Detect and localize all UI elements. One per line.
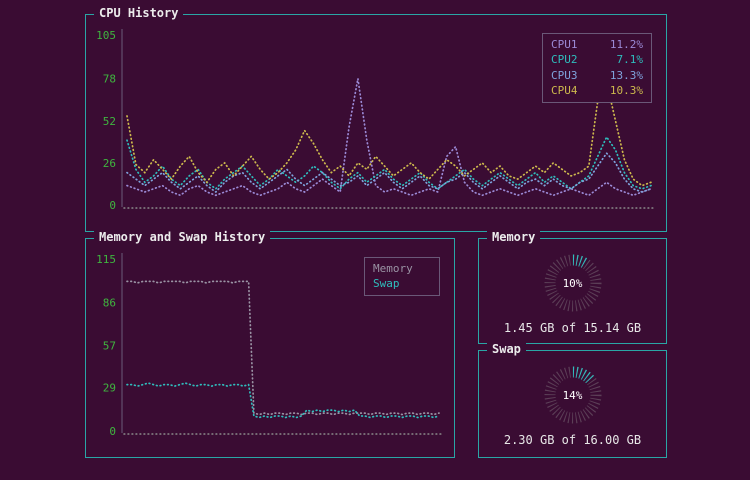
svg-text:29: 29 — [103, 382, 116, 395]
cpu4-legend-value: 10.3% — [609, 84, 643, 98]
cpu3-legend-label: CPU3 — [551, 68, 578, 82]
svg-text:105: 105 — [96, 29, 116, 42]
cpu3-legend-value: 13.3% — [609, 68, 643, 82]
swap-donut-chart — [544, 366, 601, 424]
memory-legend-row: Memory — [373, 261, 431, 276]
cpu-legend-row: CPU4 10.3% — [551, 83, 643, 98]
cpu2-legend-label: CPU2 — [551, 53, 578, 67]
memory-detail: 1.45 GB of 15.14 GB — [503, 321, 642, 335]
cpu-legend-row: CPU3 13.3% — [551, 68, 643, 83]
swap-title: Swap — [487, 342, 526, 356]
memory-gauge: 10% 1.45 GB of 15.14 GB — [479, 239, 666, 335]
cpu-history-chart: 0 26 52 78 105 — [96, 29, 657, 212]
cpu4-legend-label: CPU4 — [551, 84, 578, 98]
svg-text:0: 0 — [109, 199, 116, 212]
memory-swap-history-panel: Memory and Swap History Memory Swap 0 29 5… — [85, 230, 455, 458]
memory-percent: 10% — [562, 276, 583, 290]
cpu1-legend-value: 11.2% — [609, 38, 643, 51]
cpu1-legend-label: CPU1 — [551, 38, 578, 51]
memory-swap-legend: Memory Swap — [364, 257, 440, 296]
memory-panel: Memory 10% 1.45 GB of 15.14 GB — [478, 230, 667, 344]
swap-panel: Swap 14% 2.30 GB of 16.00 GB — [478, 342, 667, 458]
memory-donut-chart — [544, 254, 601, 312]
swap-gauge: 14% 2.30 GB of 16.00 GB — [479, 351, 666, 447]
memory-swap-history-title: Memory and Swap History — [94, 230, 271, 244]
swap-detail: 2.30 GB of 16.00 GB — [503, 433, 642, 447]
svg-text:86: 86 — [103, 296, 116, 309]
cpu-legend-row: CPU1 11.2% — [551, 37, 643, 52]
svg-text:78: 78 — [103, 73, 116, 86]
cpu-legend-row: CPU2 7.1% — [551, 52, 643, 67]
cpu-history-title: CPU History — [94, 6, 184, 20]
svg-text:57: 57 — [103, 340, 116, 353]
cpu2-legend-value: 7.1% — [616, 53, 644, 67]
svg-text:0: 0 — [109, 425, 116, 438]
svg-text:52: 52 — [103, 115, 116, 128]
svg-text:115: 115 — [96, 253, 116, 266]
swap-percent: 14% — [562, 388, 583, 402]
memory-swap-history-chart: 0 29 57 86 115 — [96, 253, 445, 438]
memory-title: Memory — [487, 230, 541, 244]
cpu-history-panel: CPU History CPU1 11.2% CPU2 7.1% CPU3 13… — [85, 6, 667, 232]
memory-donut-wrap: 10% — [542, 252, 604, 314]
swap-donut-wrap: 14% — [542, 364, 604, 426]
memory-legend-label: Memory — [373, 262, 413, 275]
svg-text:26: 26 — [103, 157, 116, 170]
swap-legend-row: Swap — [373, 276, 431, 291]
swap-legend-label: Swap — [373, 277, 400, 291]
cpu-legend: CPU1 11.2% CPU2 7.1% CPU3 13.3% CPU4 10.… — [542, 33, 652, 103]
